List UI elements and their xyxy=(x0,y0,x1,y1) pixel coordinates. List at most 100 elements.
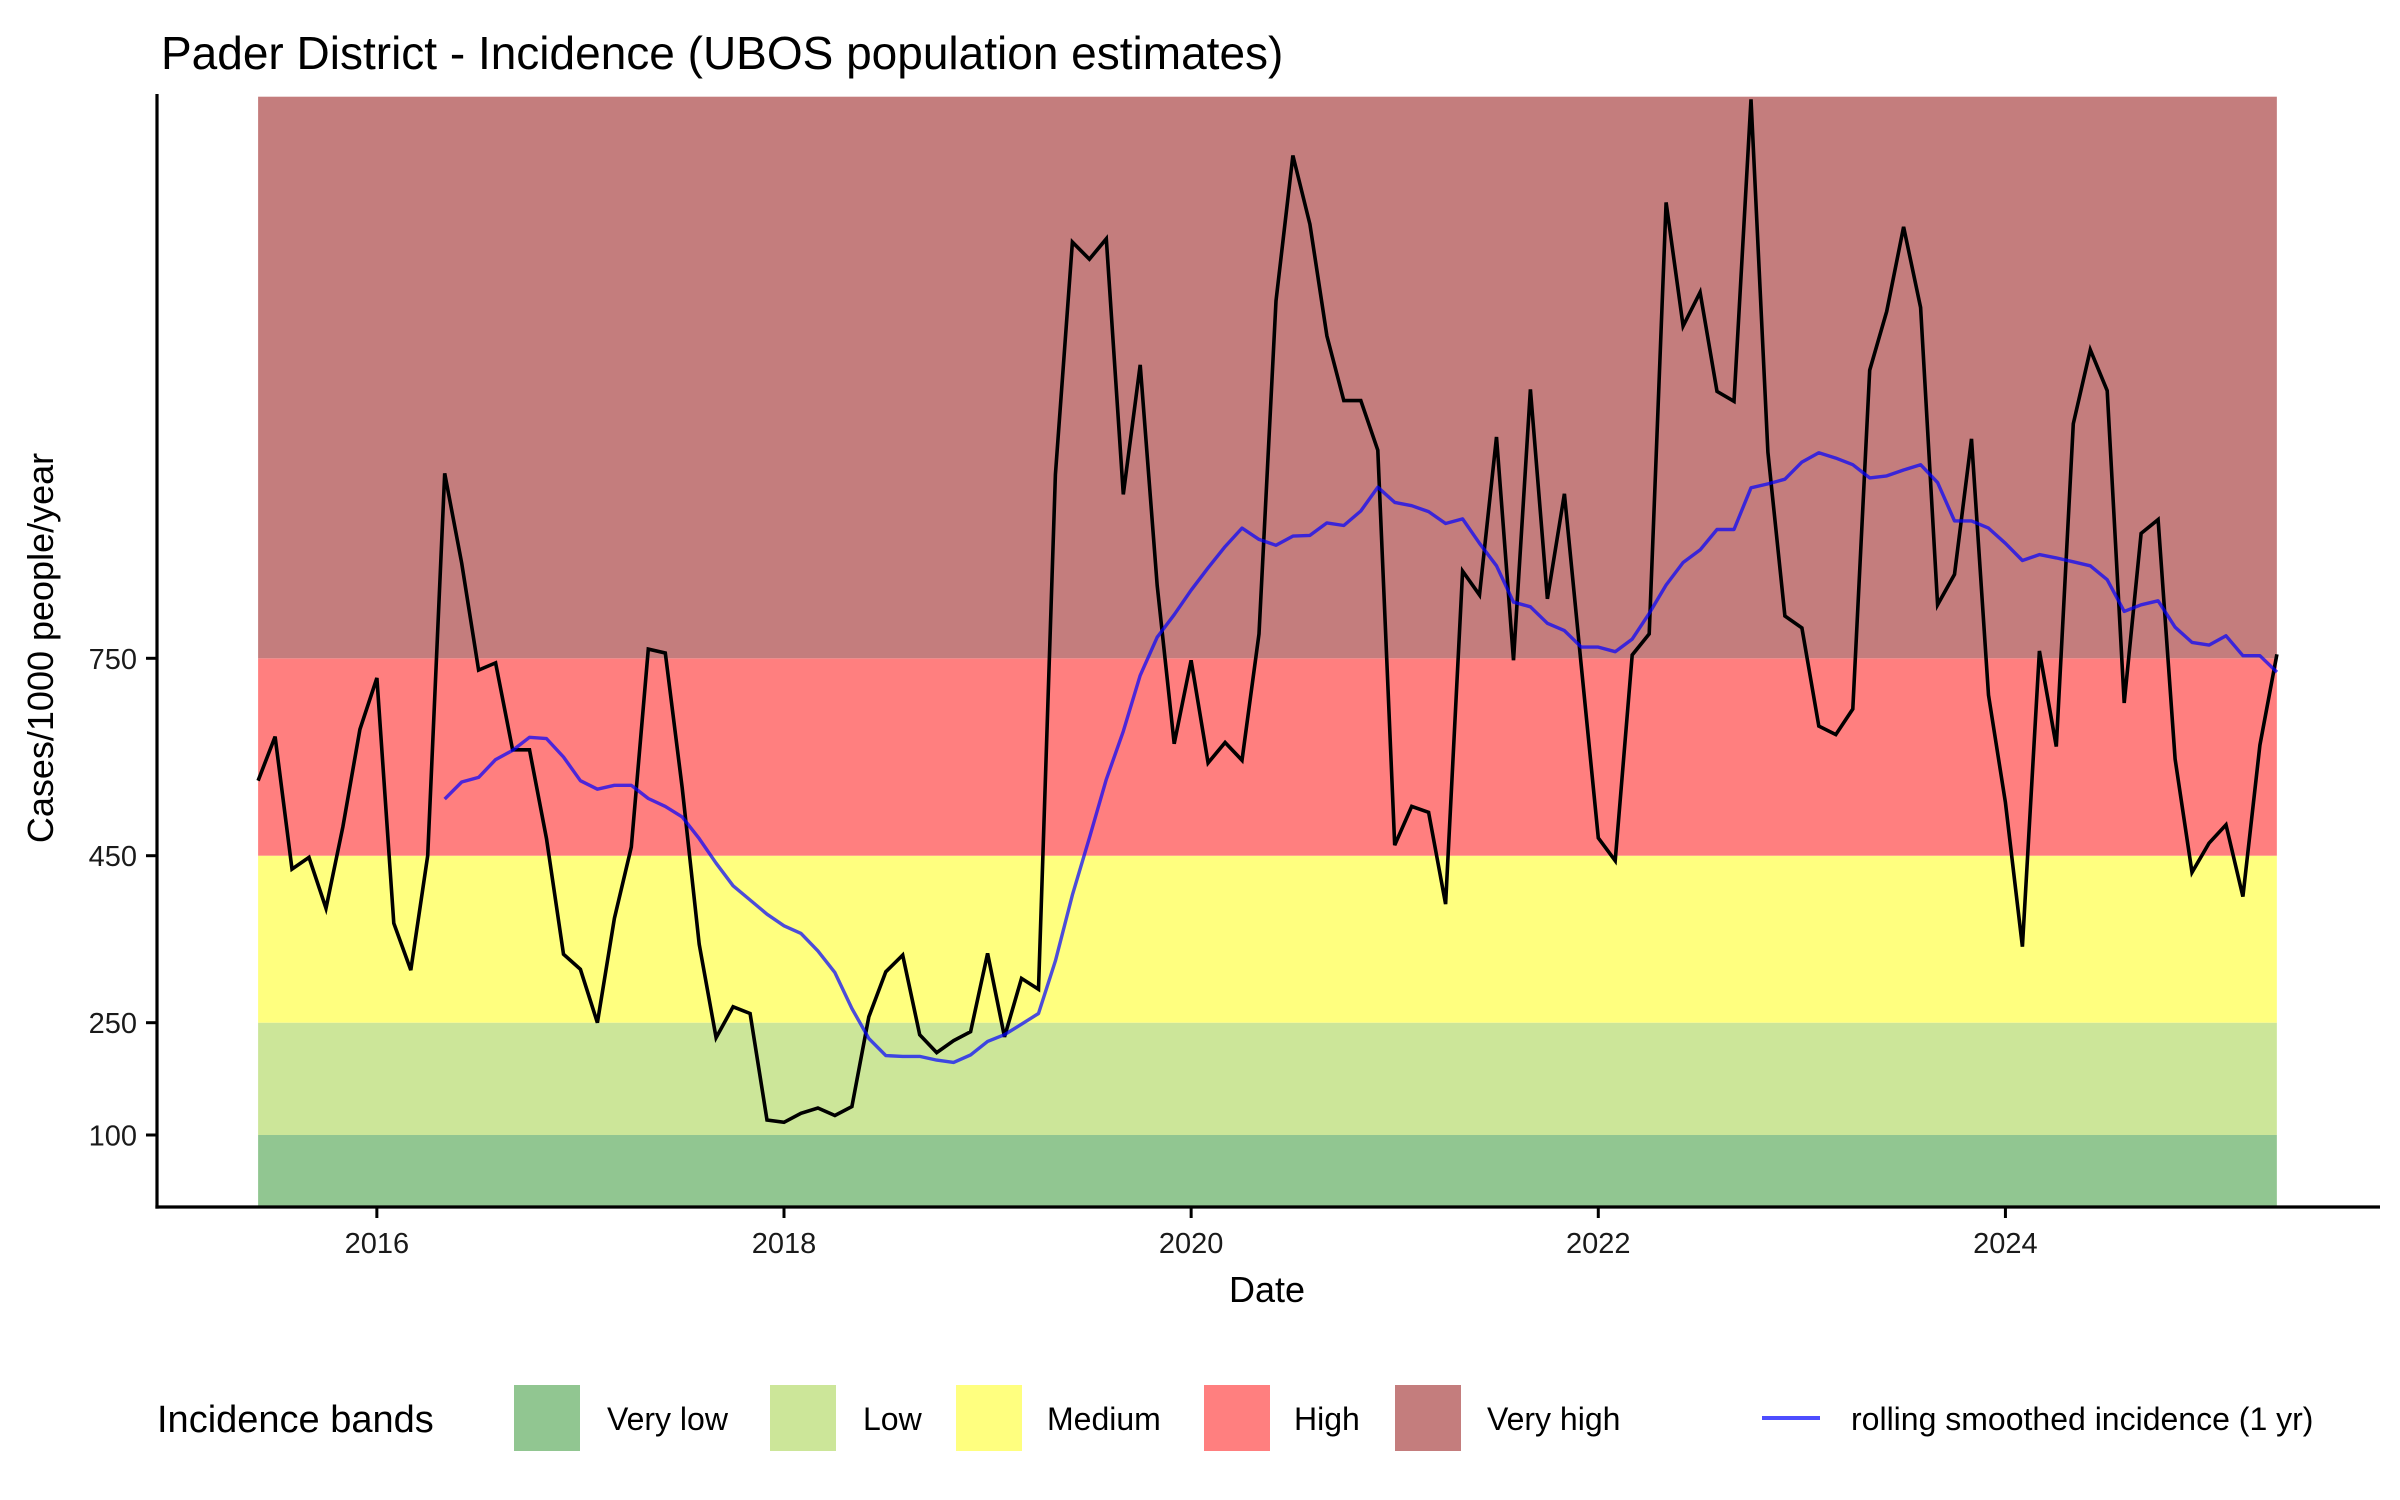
smoothed-point-81 xyxy=(1818,452,1820,454)
smoothed-point-72 xyxy=(1665,584,1667,586)
smoothed-point-1 xyxy=(461,781,463,783)
incidence-point-98 xyxy=(1919,306,1921,308)
smoothed-point-93 xyxy=(2021,559,2023,561)
incidence-point-39 xyxy=(919,1034,921,1036)
incidence-point-19 xyxy=(579,968,581,970)
incidence-point-75 xyxy=(1529,388,1531,390)
incidence-point-34 xyxy=(834,1114,836,1116)
x-axis-title: Date xyxy=(1229,1269,1305,1310)
smoothed-point-53 xyxy=(1343,524,1345,526)
incidence-point-67 xyxy=(1394,844,1396,846)
incidence-point-14 xyxy=(494,662,496,664)
incidence-point-59 xyxy=(1258,633,1260,635)
incidence-point-60 xyxy=(1275,300,1277,302)
smoothed-point-9 xyxy=(596,788,598,790)
incidence-point-108 xyxy=(2089,349,2091,351)
smoothed-point-25 xyxy=(868,1037,870,1039)
smoothed-point-100 xyxy=(2140,604,2142,606)
incidence-point-79 xyxy=(1597,837,1599,839)
incidence-point-5 xyxy=(342,826,344,828)
smoothed-point-35 xyxy=(1037,1012,1039,1014)
smoothed-point-66 xyxy=(1563,629,1565,631)
smoothed-point-20 xyxy=(783,925,785,927)
smoothed-point-8 xyxy=(579,780,581,782)
incidence-point-115 xyxy=(2208,842,2210,844)
smoothed-point-64 xyxy=(1529,606,1531,608)
incidence-point-119 xyxy=(2276,653,2278,655)
incidence-point-9 xyxy=(410,969,412,971)
incidence-point-86 xyxy=(1716,390,1718,392)
incidence-point-43 xyxy=(986,952,988,954)
incidence-point-42 xyxy=(969,1031,971,1033)
smoothed-point-59 xyxy=(1444,522,1446,524)
incidence-point-85 xyxy=(1699,291,1701,293)
incidence-point-69 xyxy=(1427,811,1429,813)
incidence-point-97 xyxy=(1902,226,1904,228)
smoothed-point-44 xyxy=(1190,589,1192,591)
incidence-point-31 xyxy=(783,1121,785,1123)
legend-swatch-high xyxy=(1204,1385,1270,1451)
legend-label-very-low: Very low xyxy=(607,1401,729,1437)
smoothed-point-51 xyxy=(1309,534,1311,536)
incidence-point-62 xyxy=(1309,223,1311,225)
incidence-point-1 xyxy=(274,735,276,737)
smoothed-point-4 xyxy=(511,749,513,751)
smoothed-point-99 xyxy=(2123,610,2125,612)
incidence-point-50 xyxy=(1105,238,1107,240)
smoothed-point-63 xyxy=(1512,601,1514,603)
smoothed-point-21 xyxy=(800,932,802,934)
smoothed-point-78 xyxy=(1767,483,1769,485)
incidence-point-28 xyxy=(732,1006,734,1008)
smoothed-point-98 xyxy=(2106,579,2108,581)
smoothed-point-31 xyxy=(969,1054,971,1056)
incidence-bands xyxy=(258,96,2277,1207)
incidence-point-82 xyxy=(1648,633,1650,635)
incidence-point-112 xyxy=(2157,518,2159,520)
incidence-point-36 xyxy=(868,1016,870,1018)
smoothed-point-68 xyxy=(1597,646,1599,648)
smoothed-point-95 xyxy=(2055,557,2057,559)
incidence-point-47 xyxy=(1054,473,1056,475)
smoothed-point-57 xyxy=(1411,505,1413,507)
incidence-point-77 xyxy=(1563,493,1565,495)
incidence-point-78 xyxy=(1580,665,1582,667)
incidence-point-65 xyxy=(1360,399,1362,401)
smoothed-point-55 xyxy=(1377,486,1379,488)
legend-label-medium: Medium xyxy=(1047,1401,1161,1437)
incidence-point-29 xyxy=(749,1012,751,1014)
incidence-point-81 xyxy=(1631,654,1633,656)
smoothed-point-70 xyxy=(1631,638,1633,640)
incidence-point-95 xyxy=(1869,369,1871,371)
smoothed-point-36 xyxy=(1054,960,1056,962)
smoothed-point-38 xyxy=(1088,837,1090,839)
incidence-point-32 xyxy=(800,1112,802,1114)
smoothed-point-42 xyxy=(1156,636,1158,638)
smoothed-point-105 xyxy=(2225,635,2227,637)
band-medium xyxy=(258,855,2277,1023)
incidence-point-87 xyxy=(1733,400,1735,402)
smoothed-point-62 xyxy=(1495,565,1497,567)
incidence-point-90 xyxy=(1784,615,1786,617)
incidence-line xyxy=(256,99,2279,1125)
legend-swatch-very-low xyxy=(514,1385,580,1451)
incidence-point-84 xyxy=(1682,325,1684,327)
smoothed-point-92 xyxy=(2004,542,2006,544)
smoothed-point-67 xyxy=(1580,646,1582,648)
smoothed-point-48 xyxy=(1258,538,1260,540)
smoothed-point-106 xyxy=(2242,655,2244,657)
incidence-point-46 xyxy=(1037,988,1039,990)
smoothed-point-22 xyxy=(817,950,819,952)
smoothed-point-40 xyxy=(1122,730,1124,732)
incidence-point-51 xyxy=(1122,493,1124,495)
smoothed-point-49 xyxy=(1275,544,1277,546)
incidence-point-40 xyxy=(936,1051,938,1053)
smoothed-point-77 xyxy=(1750,487,1752,489)
incidence-point-100 xyxy=(1953,573,1955,575)
incidence-point-58 xyxy=(1241,759,1243,761)
y-tick-label-750: 750 xyxy=(89,644,137,676)
smoothed-point-86 xyxy=(1902,469,1904,471)
smoothed-point-91 xyxy=(1987,527,1989,529)
incidence-point-99 xyxy=(1936,604,1938,606)
smoothed-point-82 xyxy=(1835,457,1837,459)
legend-label-very-high: Very high xyxy=(1487,1401,1620,1437)
